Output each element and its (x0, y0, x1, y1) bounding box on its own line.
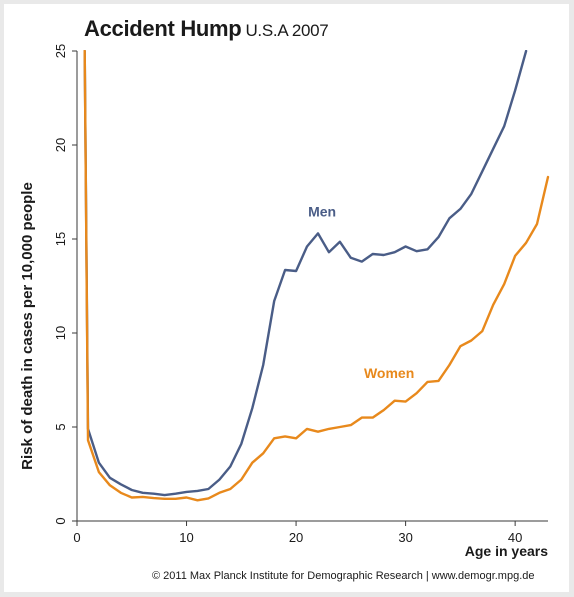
x-tick-label: 40 (508, 530, 522, 545)
x-axis-label: Age in years (465, 543, 548, 559)
x-tick-label: 20 (289, 530, 303, 545)
chart-frame: Accident Hump U.S.A 2007 © 2011 Max Planc… (4, 4, 569, 592)
y-axis-label: Risk of death in cases per 10,000 people (19, 182, 36, 470)
y-tick-label: 10 (53, 326, 68, 340)
series-label-women: Women (364, 365, 414, 381)
x-tick-label: 0 (73, 530, 80, 545)
series-line-men (83, 50, 528, 497)
y-tick-label: 20 (53, 138, 68, 152)
chart-subtitle: U.S.A 2007 (245, 21, 329, 40)
series-line-women (83, 50, 550, 502)
chart-title-text: Accident Hump (84, 16, 242, 41)
y-tick-label: 5 (53, 423, 68, 430)
y-tick-label: 15 (53, 232, 68, 246)
y-tick-label: 0 (53, 517, 68, 524)
copyright-footer: © 2011 Max Planck Institute for Demograp… (152, 570, 535, 582)
x-tick-label: 10 (179, 530, 193, 545)
chart-title: Accident Hump U.S.A 2007 (84, 16, 329, 42)
y-tick-label: 25 (53, 44, 68, 58)
series-label-men: Men (308, 203, 336, 219)
x-tick-label: 30 (398, 530, 412, 545)
